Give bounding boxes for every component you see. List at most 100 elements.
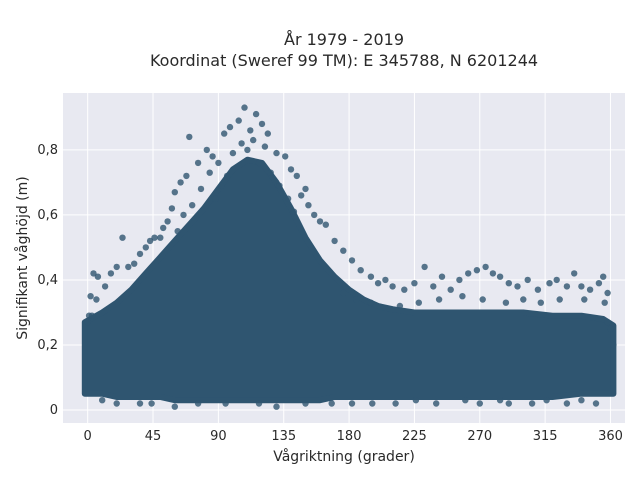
data-point (206, 169, 213, 176)
data-point (438, 273, 446, 280)
data-point (505, 400, 512, 407)
data-point (524, 276, 531, 284)
y-tick-label: 0 (50, 403, 58, 418)
data-point (604, 319, 611, 326)
data-point (113, 263, 120, 271)
y-axis-title: Signifikant våghöjd (m) (14, 176, 31, 339)
data-point (88, 312, 96, 319)
data-point (218, 182, 225, 189)
x-tick-label: 315 (533, 429, 558, 444)
data-point (194, 159, 202, 167)
data-point (311, 211, 318, 219)
data-point (94, 273, 102, 280)
data-point (235, 117, 242, 124)
data-point (255, 159, 263, 167)
data-point (556, 296, 563, 303)
data-point (87, 293, 94, 300)
data-point (273, 149, 280, 157)
data-point (331, 237, 338, 245)
data-point (287, 166, 295, 173)
data-point (328, 400, 335, 407)
data-point (302, 400, 309, 407)
data-point (305, 202, 312, 209)
data-point (367, 299, 375, 306)
data-point (146, 237, 154, 245)
data-point (164, 218, 171, 225)
data-point (90, 270, 97, 277)
x-tick-label: 90 (210, 429, 227, 444)
data-point (293, 172, 300, 180)
data-point (586, 286, 594, 293)
x-tick-label: 225 (402, 429, 427, 444)
y-tick-label: 0,6 (37, 208, 58, 223)
x-tick-label: 45 (145, 429, 162, 444)
y-axis-tick-labels: 0 0,2 0,4 0,6 0,8 (37, 143, 58, 418)
data-point (369, 400, 376, 407)
data-point (226, 123, 234, 131)
data-point (502, 299, 510, 306)
data-point (229, 149, 237, 157)
data-point (433, 400, 440, 407)
y-tick-label: 0,8 (37, 143, 58, 158)
data-point (264, 130, 271, 137)
data-point (496, 397, 504, 404)
data-point (258, 120, 266, 128)
data-point (276, 182, 283, 189)
data-point (241, 104, 248, 111)
data-point (160, 224, 167, 232)
x-tick-label: 270 (467, 429, 492, 444)
y-tick-label: 0,2 (37, 338, 58, 353)
data-point (514, 283, 521, 290)
data-point (571, 270, 578, 277)
data-point (553, 276, 560, 284)
data-point (250, 136, 257, 144)
data-point (543, 397, 550, 404)
data-point (563, 400, 571, 407)
data-point (447, 286, 454, 293)
chart-title-line2: Koordinat (Sweref 99 TM): E 345788, N 62… (150, 51, 538, 70)
dense-point-cloud (81, 156, 617, 404)
data-point (119, 234, 126, 241)
data-point (604, 289, 611, 297)
data-point (340, 247, 347, 254)
data-point (601, 299, 608, 306)
data-point (476, 400, 483, 407)
data-point (247, 127, 254, 134)
data-point (563, 283, 571, 290)
data-point (578, 283, 585, 290)
data-point (186, 133, 193, 141)
data-point (101, 283, 109, 290)
data-point (353, 296, 360, 303)
data-point (171, 189, 178, 196)
data-point (482, 263, 489, 271)
data-point (505, 280, 512, 287)
data-point (203, 146, 210, 154)
x-axis-tick-labels: 0 45 90 135 180 225 270 315 360 (84, 429, 623, 444)
data-point (396, 302, 404, 310)
x-tick-label: 360 (598, 429, 623, 444)
data-point (401, 286, 408, 293)
data-point (528, 400, 536, 407)
data-point (84, 319, 91, 326)
data-point (607, 325, 614, 332)
data-point (316, 218, 324, 225)
data-point (93, 296, 100, 303)
data-point (520, 296, 527, 303)
data-point (389, 283, 396, 290)
data-point (600, 273, 607, 280)
data-point (113, 400, 120, 407)
data-point (244, 146, 251, 154)
data-point (168, 205, 176, 212)
data-points (84, 104, 617, 410)
data-point (473, 267, 481, 274)
data-point (189, 202, 196, 209)
data-point (177, 179, 184, 186)
chart-title-line1: År 1979 - 2019 (284, 30, 404, 49)
data-point (267, 169, 274, 176)
data-point (151, 234, 158, 241)
data-point (197, 185, 205, 193)
data-point (411, 280, 418, 287)
data-point (412, 397, 420, 404)
data-point (415, 299, 422, 306)
